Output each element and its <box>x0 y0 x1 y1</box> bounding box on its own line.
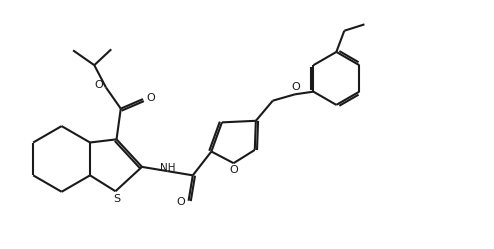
Text: O: O <box>177 197 186 207</box>
Text: S: S <box>113 194 120 204</box>
Text: O: O <box>94 80 103 90</box>
Text: NH: NH <box>160 163 176 173</box>
Text: O: O <box>230 165 239 175</box>
Text: O: O <box>147 93 155 103</box>
Text: O: O <box>292 82 300 92</box>
